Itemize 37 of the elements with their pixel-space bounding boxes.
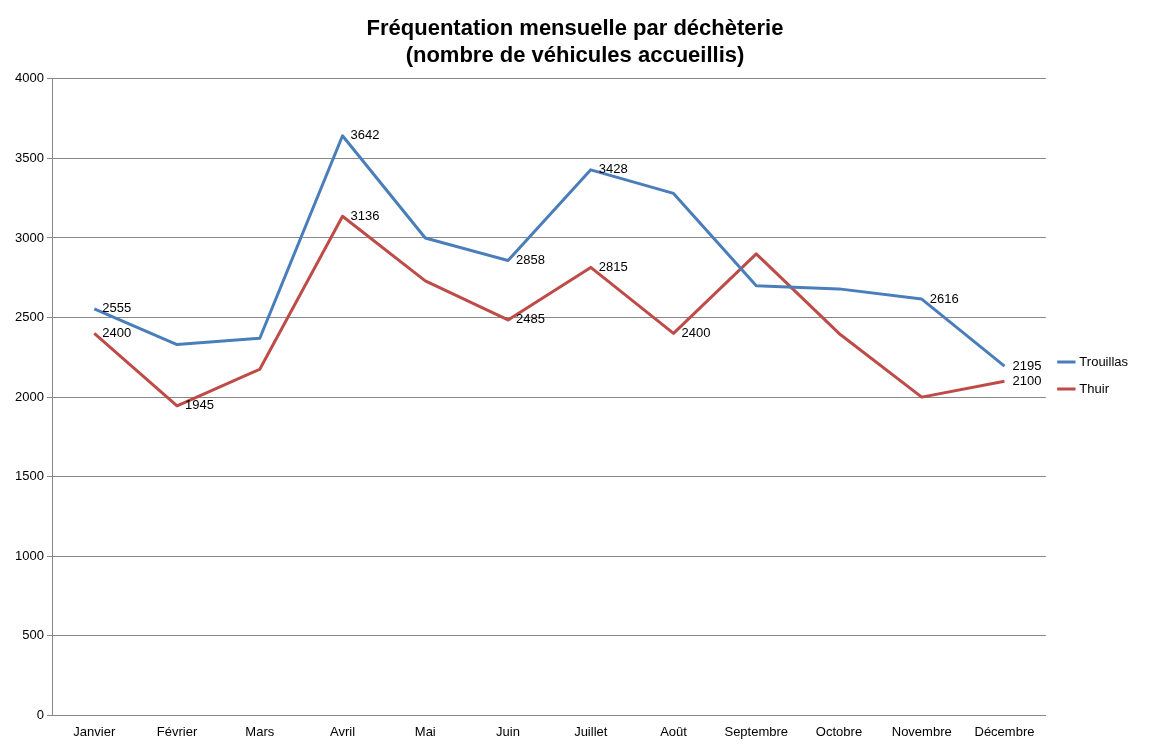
- x-tick-label: Novembre: [891, 723, 952, 739]
- y-tick-label: 3500: [15, 149, 44, 165]
- y-tick-label: 3000: [15, 229, 44, 245]
- data-label: 3428: [598, 161, 628, 177]
- data-label: 1945: [185, 397, 214, 413]
- y-tick-label: 1000: [15, 547, 44, 563]
- data-label: 2858: [516, 252, 545, 268]
- x-tick-label: Juin: [496, 723, 520, 739]
- x-tick-label: Avril: [330, 723, 356, 739]
- x-tick-label: Mars: [245, 723, 275, 739]
- y-tick-label: 500: [22, 627, 44, 643]
- data-label: 2555: [102, 300, 132, 316]
- data-label: 3136: [350, 207, 380, 223]
- data-label: 2100: [1012, 372, 1042, 388]
- x-tick-label: Août: [660, 723, 688, 739]
- x-tick-label: Septembre: [724, 723, 789, 739]
- data-label: 3642: [350, 127, 380, 143]
- data-label: 2400: [102, 325, 132, 341]
- chart-title: Fréquentation mensuelle par déchèterie (nombre de véhicules accueillis): [366, 15, 784, 67]
- y-tick-label: 2000: [15, 388, 44, 404]
- legend-label: Trouillas: [1079, 353, 1129, 369]
- legend-label: Thuir: [1079, 380, 1110, 396]
- data-label: 2616: [929, 290, 959, 306]
- data-label: 2815: [598, 258, 628, 274]
- y-tick-label: 2500: [15, 309, 44, 325]
- x-tick-label: Mai: [414, 723, 436, 739]
- y-tick-label: 0: [36, 706, 44, 722]
- x-tick-label: Juillet: [574, 723, 608, 739]
- x-tick-label: Février: [156, 723, 198, 739]
- data-label: 2400: [681, 325, 711, 341]
- x-tick-label: Octobre: [815, 723, 863, 739]
- x-tick-label: Janvier: [73, 723, 116, 739]
- y-tick-label: 4000: [15, 70, 44, 86]
- y-tick-label: 1500: [15, 468, 44, 484]
- data-label: 2485: [516, 311, 545, 327]
- x-tick-label: Décembre: [974, 723, 1035, 739]
- data-label: 2195: [1012, 357, 1042, 373]
